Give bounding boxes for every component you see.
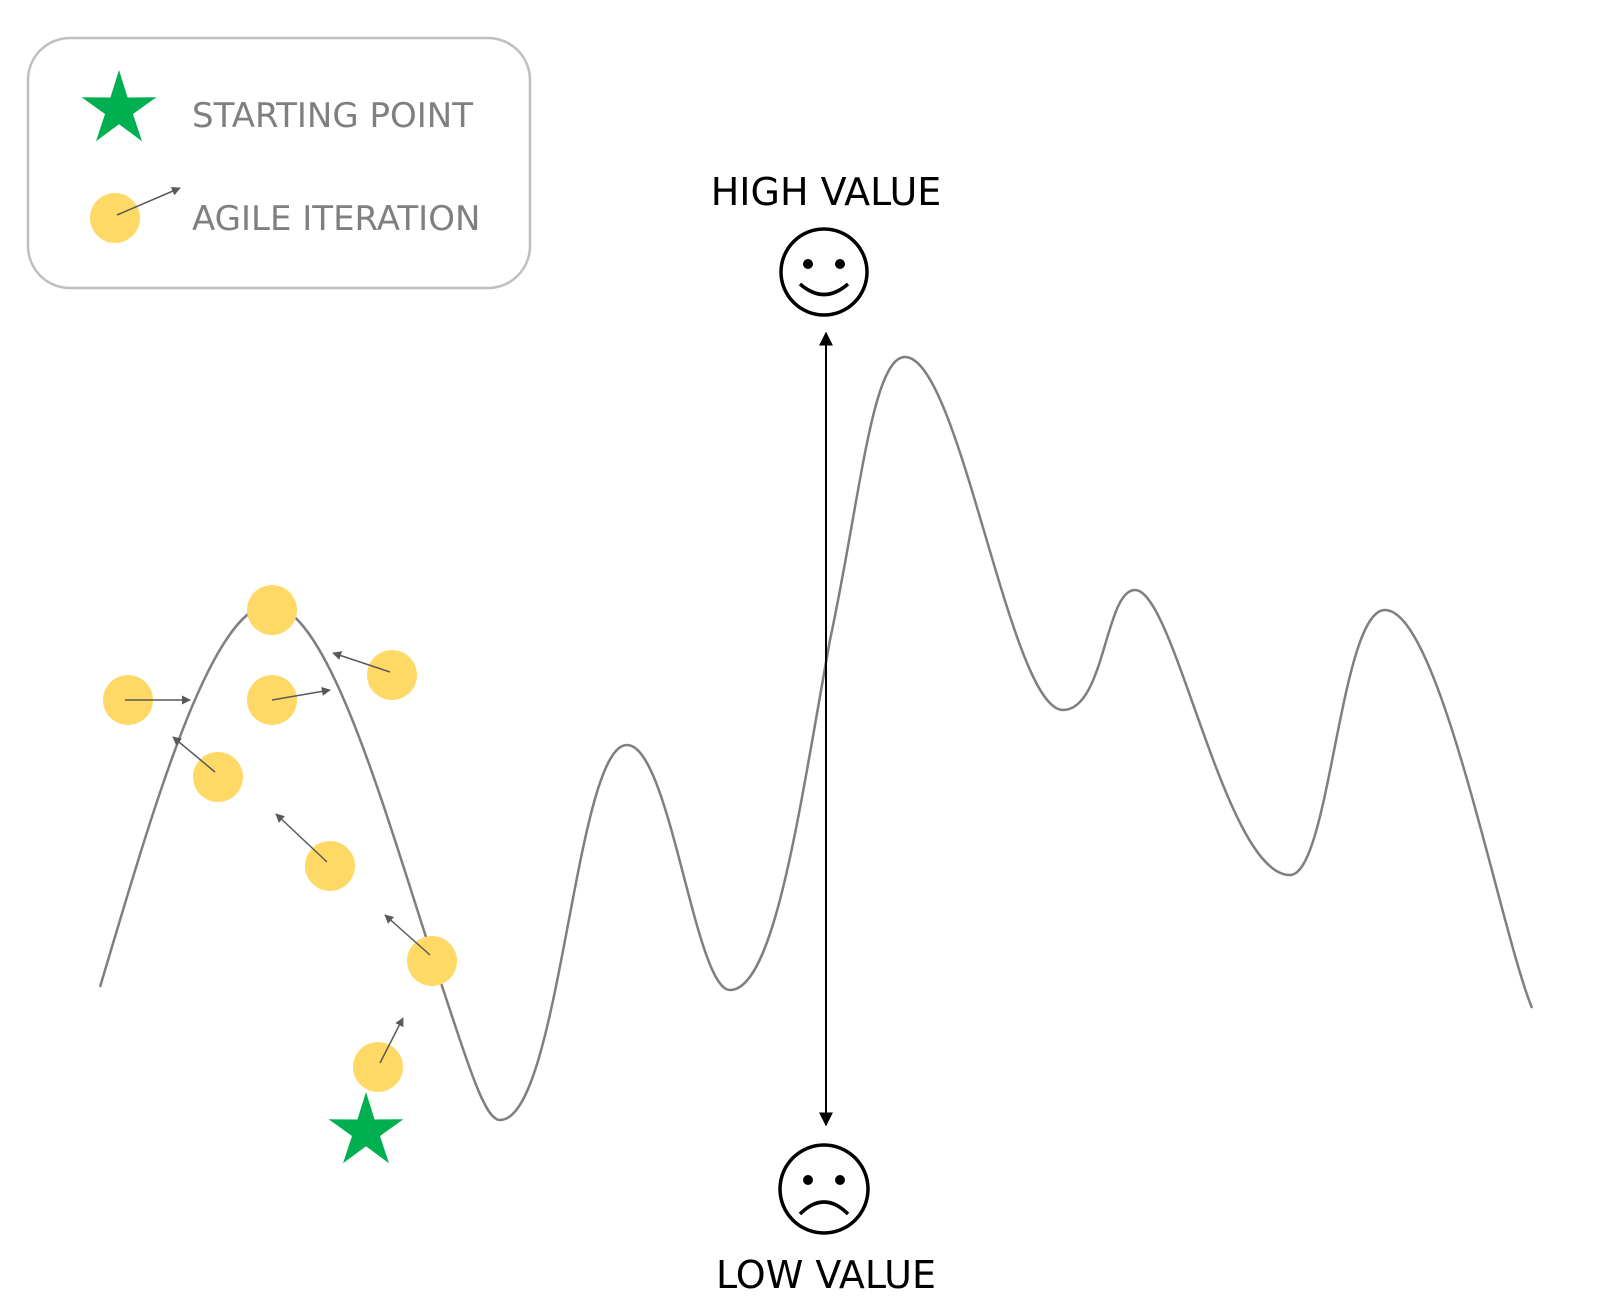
iteration-arrow [332, 651, 391, 673]
starting-point-star-icon [328, 1092, 404, 1164]
iteration-arrow [384, 914, 431, 956]
star-icon [81, 70, 157, 142]
iteration-circle [407, 936, 457, 986]
legend-starting-point-label: STARTING POINT [192, 96, 473, 136]
iteration-arrow [172, 736, 216, 773]
high-value-label: HIGH VALUE [711, 170, 942, 214]
iteration-arrow [271, 686, 331, 701]
iteration-arrow [379, 1017, 404, 1064]
happy-face-icon [779, 227, 869, 317]
legend-box [26, 36, 532, 290]
agile-iterations [103, 585, 457, 1092]
sad-face-icon [778, 1143, 870, 1235]
circle-arrow-icon [90, 187, 181, 243]
iteration-circle [367, 650, 417, 700]
value-landscape-curve [98, 355, 1534, 1122]
iteration-circle [247, 585, 297, 635]
legend-agile-iteration-label: AGILE ITERATION [192, 199, 480, 239]
iteration-circle [353, 1042, 403, 1092]
low-value-label: LOW VALUE [716, 1253, 936, 1297]
legend: STARTING POINT AGILE ITERATION [26, 36, 532, 290]
iteration-arrow [275, 813, 328, 863]
